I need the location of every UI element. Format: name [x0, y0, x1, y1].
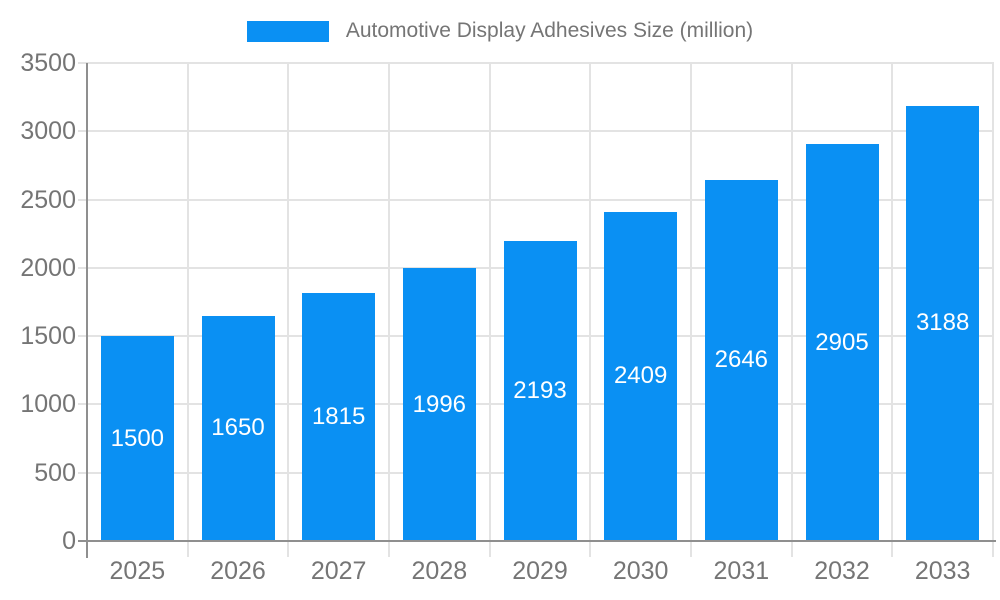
gridline-vertical — [589, 62, 592, 557]
bar-value-label: 1500 — [110, 424, 165, 452]
bar-value-label: 2646 — [714, 346, 769, 374]
bar[interactable]: 2905 — [805, 144, 879, 541]
bar-value-label: 2905 — [815, 328, 869, 356]
y-axis-tick-label: 3500 — [20, 49, 76, 77]
y-axis-tick — [78, 335, 87, 338]
gridline-vertical — [690, 62, 692, 557]
bar-value-label: 2193 — [513, 377, 567, 405]
gridline-vertical — [186, 62, 189, 557]
x-axis-tick-label: 2030 — [612, 557, 669, 585]
y-axis-tick-label: 3000 — [20, 117, 76, 146]
y-axis-tick-label: 1500 — [20, 322, 76, 351]
x-axis-tick-label: 2032 — [814, 557, 870, 585]
y-axis-tick-label: 0 — [62, 527, 76, 555]
y-axis-tick-label: 500 — [34, 458, 76, 487]
y-axis-tick — [78, 198, 87, 201]
x-axis-tick-label: 2027 — [310, 557, 367, 585]
y-axis-tick — [78, 403, 87, 406]
y-axis-tick — [78, 62, 87, 64]
bar-value-label: 1815 — [311, 403, 366, 431]
bar[interactable]: 2646 — [704, 179, 778, 541]
bar[interactable]: 1500 — [100, 336, 174, 541]
gridline-vertical — [891, 62, 894, 557]
gridline-vertical — [287, 62, 290, 557]
gridline-horizontal — [87, 130, 993, 133]
legend-label: Automotive Display Adhesives Size (milli… — [345, 19, 754, 42]
bar-value-label: 1996 — [412, 390, 467, 418]
x-axis-tick-label: 2026 — [210, 557, 266, 585]
x-axis-tick-label: 2031 — [713, 557, 770, 585]
gridline-vertical — [388, 62, 390, 557]
y-axis-tick — [78, 130, 87, 133]
x-axis-line — [78, 540, 996, 542]
bar[interactable]: 1815 — [302, 293, 376, 541]
y-axis-tick — [78, 266, 87, 269]
y-axis-tick — [78, 471, 87, 474]
y-axis-line — [86, 63, 88, 558]
bar[interactable]: 3188 — [906, 105, 980, 541]
gridline-vertical — [488, 62, 491, 557]
y-axis-tick-label: 1000 — [20, 390, 76, 419]
bar[interactable]: 1996 — [402, 268, 476, 541]
bar[interactable]: 1650 — [201, 315, 275, 541]
y-axis-tick-label: 2500 — [20, 185, 76, 214]
bar-value-label: 2409 — [613, 362, 668, 390]
gridline-horizontal — [87, 62, 993, 64]
bar-value-label: 3188 — [915, 309, 970, 337]
bar[interactable]: 2409 — [604, 211, 678, 541]
x-axis-tick-label: 2033 — [914, 557, 971, 585]
gridline-vertical — [790, 62, 793, 557]
y-axis-tick-label: 2000 — [20, 253, 76, 282]
x-axis-tick-label: 2028 — [411, 557, 468, 585]
gridline-vertical — [992, 62, 994, 557]
bar[interactable]: 2193 — [503, 241, 577, 541]
x-axis-tick-label: 2029 — [512, 557, 568, 585]
bar-value-label: 1650 — [211, 414, 265, 442]
x-axis-tick-label: 2025 — [109, 557, 166, 585]
legend-swatch — [246, 20, 329, 42]
legend[interactable]: Automotive Display Adhesives Size (milli… — [0, 12, 1000, 50]
gridline-horizontal — [87, 198, 993, 201]
